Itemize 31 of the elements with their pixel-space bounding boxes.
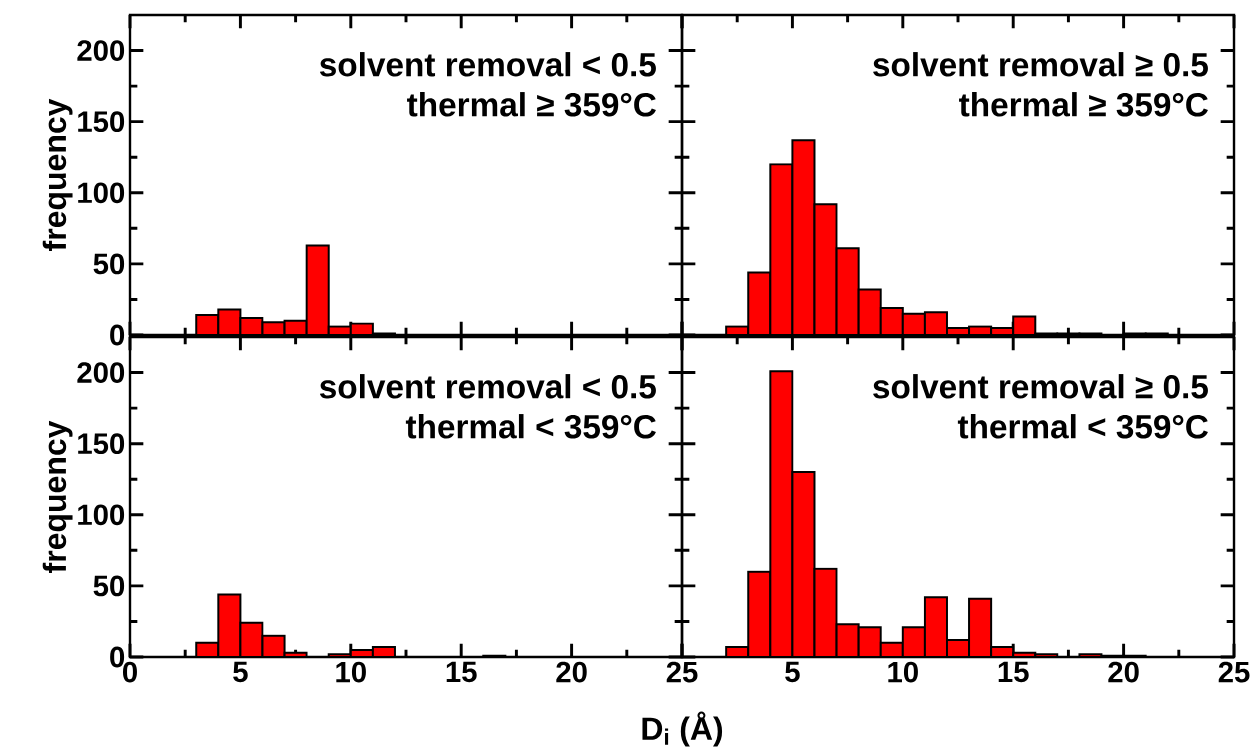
- y-tick-label: 50: [93, 253, 125, 275]
- annotation: solvent removal < 0.5: [319, 52, 656, 77]
- y-tick-label: 100: [78, 504, 125, 526]
- x-tick-label: 10: [888, 661, 918, 683]
- annotation: solvent removal ≥ 0.5: [873, 52, 1208, 77]
- x-axis-title: D$_{i}$ (Å): [642, 711, 723, 747]
- x-tick-label: 15: [998, 661, 1029, 683]
- x-tick-label: 25: [1218, 661, 1250, 683]
- x-tick-label: 10: [336, 661, 366, 683]
- y-tick-label: 100: [78, 182, 125, 204]
- y-tick-label: 200: [77, 40, 125, 61]
- y-axis-title: frequency: [42, 420, 73, 573]
- x-tick-label: 15: [446, 661, 477, 683]
- y-tick-label: 0: [110, 324, 125, 346]
- y-tick-label: 50: [93, 575, 125, 597]
- x-tick-label: 20: [1108, 661, 1139, 683]
- y-tick-label: 200: [77, 362, 125, 383]
- x-tick-label: 25: [666, 661, 698, 683]
- annotation: solvent removal < 0.5: [319, 374, 656, 399]
- y-tick-label: 150: [78, 433, 125, 455]
- y-tick-label: 0: [110, 646, 125, 668]
- x-tick-label: 20: [556, 661, 587, 683]
- y-axis-title: frequency: [42, 98, 73, 251]
- annotation: solvent removal ≥ 0.5: [873, 374, 1208, 399]
- annotation: thermal < 359°C: [957, 414, 1208, 439]
- x-tick-label: 5: [785, 661, 800, 683]
- annotation: thermal < 359°C: [405, 414, 656, 439]
- annotation: thermal ≥ 359°C: [407, 92, 656, 117]
- y-tick-label: 150: [78, 111, 125, 133]
- x-tick-label: 5: [233, 661, 248, 683]
- annotation: thermal ≥ 359°C: [959, 92, 1208, 117]
